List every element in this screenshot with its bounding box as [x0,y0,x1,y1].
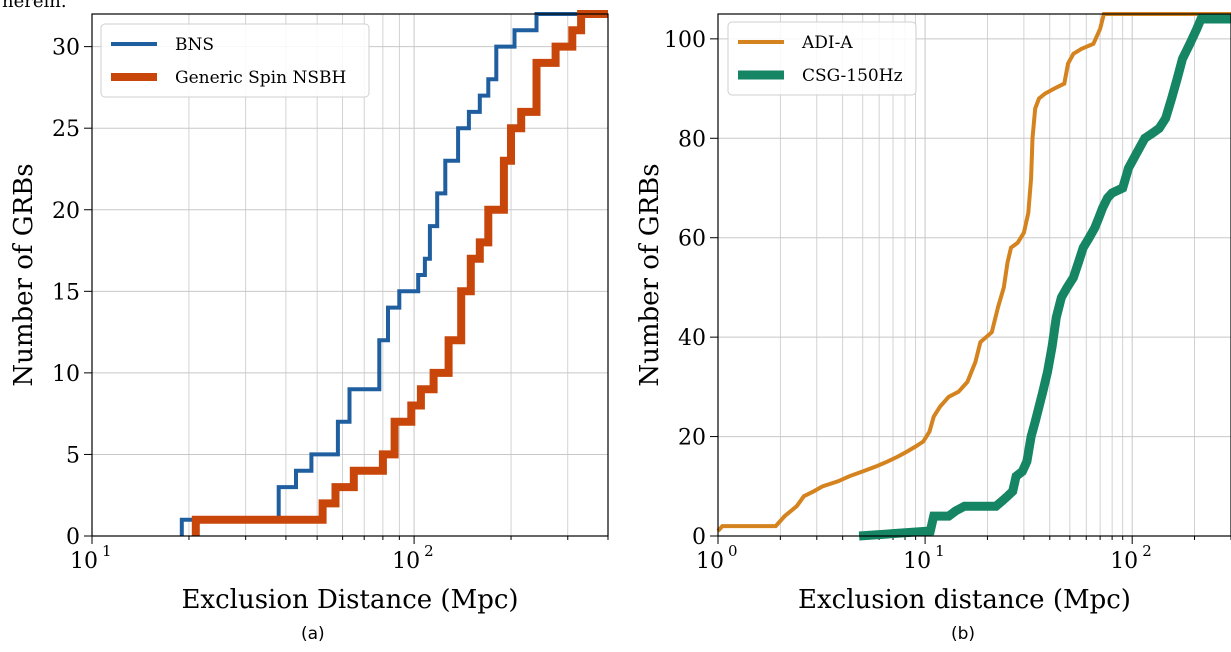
y-axis-label: Number of GRBs [635,163,665,386]
top-text-fragment: herein. [2,0,67,12]
series-line-csg-150hz [858,14,1231,541]
y-tick-label: 0 [66,525,80,550]
y-tick-label: 100 [664,28,706,53]
y-tick-label: 80 [678,127,706,152]
x-tick-label: 10 [696,549,724,574]
series-line-adi-a [716,12,1231,533]
x-tick-label-exponent: 2 [424,542,434,560]
legend-box [100,23,370,98]
caption-b: (b) [951,624,976,644]
legend-label: CSG-150Hz [802,66,903,86]
caption-a: (a) [301,624,325,644]
x-tick-label-exponent: 2 [1142,542,1152,560]
legend: BNS Generic Spin NSBH [100,23,370,98]
series-line-generic-spin-nsbh [191,10,608,536]
x-tick-label-exponent: 0 [728,542,738,560]
y-tick-label: 60 [678,227,706,252]
y-tick-label: 15 [52,280,80,305]
plot-frame [91,13,609,537]
series-line-bns [179,12,608,536]
x-tick-label-exponent: 1 [102,542,112,560]
x-tick-label: 10 [392,549,420,574]
y-tick-label: 10 [52,362,80,387]
y-tick-label: 30 [52,36,80,61]
x-tick-label: 10 [1110,549,1138,574]
x-axis-label: Exclusion distance (Mpc) [798,585,1131,615]
x-tick-label: 10 [70,549,98,574]
y-tick-label: 25 [52,117,80,142]
legend-label: ADI-A [801,33,853,53]
x-tick-label: 10 [903,549,931,574]
x-tick-label-exponent: 1 [935,542,945,560]
y-tick-label: 20 [678,426,706,451]
plot-frame [717,13,1231,537]
legend: ADI-A CSG-150Hz [727,21,917,96]
y-tick-label: 0 [692,525,706,550]
legend-label: Generic Spin NSBH [175,68,346,88]
y-axis-label: Number of GRBs [9,163,39,386]
y-tick-label: 40 [678,326,706,351]
y-tick-label: 5 [66,443,80,468]
y-tick-label: 20 [52,199,80,224]
legend-label: BNS [175,35,214,55]
x-axis-label: Exclusion Distance (Mpc) [181,585,518,615]
